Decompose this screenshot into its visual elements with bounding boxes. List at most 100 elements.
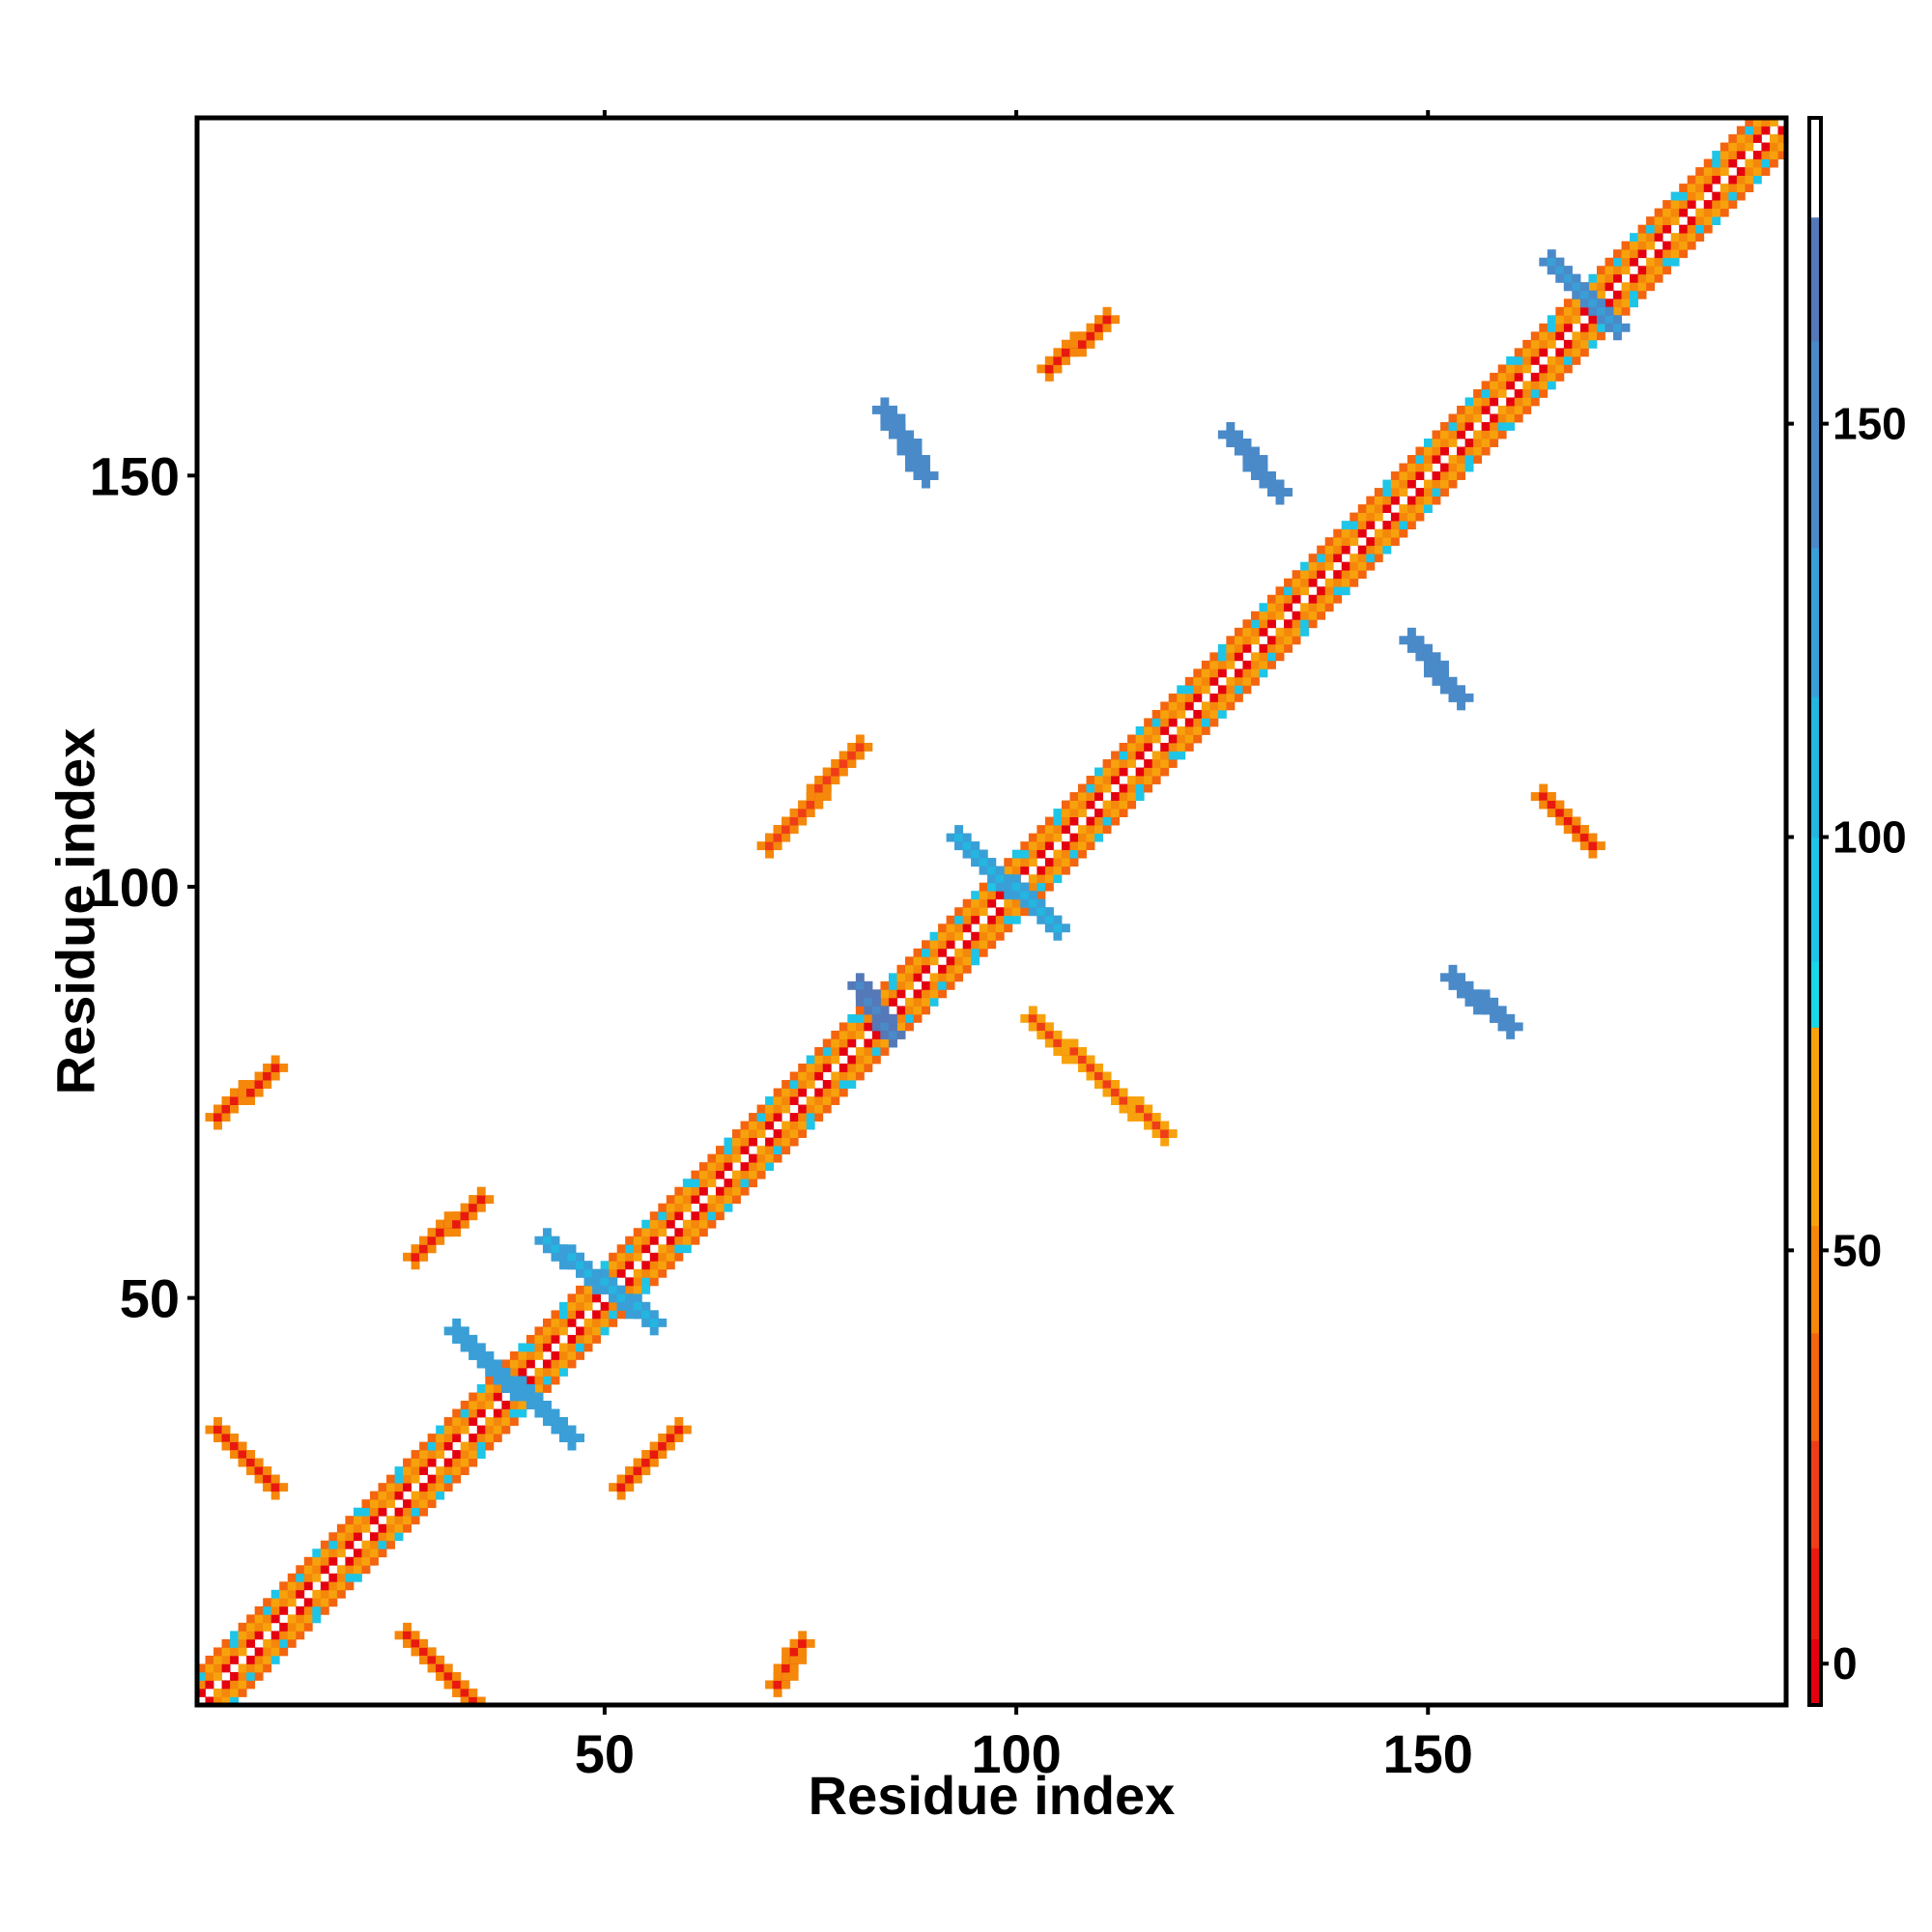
heatmap-cell (831, 1096, 840, 1105)
heatmap-cell (476, 1696, 486, 1706)
heatmap-cell (1160, 701, 1170, 711)
heatmap-cell (765, 1162, 775, 1172)
heatmap-cell (583, 1293, 593, 1303)
heatmap-cell (666, 1252, 675, 1262)
heatmap-cell (542, 1318, 552, 1327)
heatmap-cell (625, 1483, 635, 1492)
heatmap-cell (1588, 290, 1598, 299)
heatmap-cell (1069, 833, 1079, 842)
heatmap-cell (1457, 413, 1465, 423)
heatmap-cell (625, 1285, 635, 1294)
heatmap-cell (1267, 611, 1276, 620)
heatmap-cell (1111, 1080, 1121, 1089)
heatmap-cell (1144, 742, 1153, 752)
heatmap-cell (929, 980, 939, 990)
heatmap-cell (345, 1532, 355, 1542)
heatmap-cell (1374, 554, 1383, 563)
heatmap-cell (1497, 1006, 1507, 1015)
colorbar-tick-label: 100 (1833, 811, 1907, 862)
heatmap-cell (855, 734, 865, 744)
heatmap-cell (369, 1491, 379, 1500)
heatmap-cell (1745, 126, 1754, 135)
heatmap-cell (1506, 355, 1516, 365)
heatmap-cell (732, 1186, 741, 1196)
heatmap-cell (1555, 266, 1565, 275)
heatmap-cell (1530, 372, 1540, 382)
heatmap-cell (1530, 388, 1540, 398)
heatmap-cell (576, 1434, 584, 1442)
heatmap-cell (279, 1638, 289, 1648)
heatmap-cell (452, 1219, 462, 1229)
heatmap-cell (1539, 388, 1548, 398)
heatmap-cell (1308, 570, 1318, 580)
heatmap-cell (443, 1474, 453, 1484)
heatmap-cell (971, 891, 980, 900)
heatmap-cell (1490, 1006, 1499, 1015)
heatmap-cell (822, 1080, 832, 1089)
heatmap-cell (625, 1474, 635, 1484)
heatmap-cell (1530, 331, 1540, 341)
heatmap-cell (674, 1417, 684, 1426)
heatmap-cell (1341, 578, 1350, 587)
heatmap-cell (436, 1434, 445, 1442)
heatmap-cell (336, 1548, 346, 1558)
heatmap-cell (1490, 1013, 1499, 1023)
heatmap-cell (551, 1252, 560, 1262)
heatmap-cell (567, 1252, 577, 1262)
heatmap-cell (509, 1383, 519, 1393)
heatmap-cell (493, 1425, 502, 1435)
heatmap-cell (460, 1401, 469, 1409)
heatmap-cell (493, 1359, 502, 1369)
heatmap-cell (806, 809, 815, 817)
heatmap-cell (1605, 282, 1614, 292)
heatmap-cell (756, 1170, 766, 1179)
heatmap-cell (1357, 504, 1367, 514)
heatmap-cell (1069, 816, 1079, 826)
heatmap-cell (246, 1080, 256, 1089)
heatmap-cell (221, 1680, 231, 1690)
heatmap-cell (246, 1458, 256, 1467)
heatmap-cell (1028, 882, 1037, 892)
heatmap-cell (1390, 471, 1400, 480)
heatmap-cell (419, 1458, 429, 1467)
heatmap-cell (871, 989, 881, 999)
heatmap-cell (246, 1671, 256, 1681)
heatmap-cell (1111, 816, 1121, 826)
heatmap-cell (1481, 446, 1491, 456)
heatmap-cell (995, 907, 1005, 917)
heatmap-cell (419, 1655, 429, 1664)
plot-frame (194, 115, 1789, 1708)
heatmap-cell (1423, 660, 1433, 669)
heatmap-cell (1448, 430, 1458, 440)
heatmap-cell (559, 1301, 568, 1311)
heatmap-cell (1613, 298, 1622, 308)
heatmap-cell (781, 1137, 791, 1147)
heatmap-cell (658, 1261, 668, 1270)
heatmap-cell (1481, 1006, 1491, 1015)
heatmap-cell (246, 1614, 256, 1624)
heatmap-cell (1250, 611, 1260, 620)
heatmap-cell (1250, 668, 1260, 678)
heatmap-cell (707, 1170, 717, 1179)
heatmap-cell (476, 1350, 486, 1360)
heatmap-cell (246, 1622, 256, 1632)
heatmap-cell (559, 1244, 568, 1254)
heatmap-cell (1752, 158, 1762, 168)
heatmap-cell (649, 1450, 659, 1460)
heatmap-cell (328, 1598, 338, 1607)
heatmap-cell (1004, 923, 1013, 933)
heatmap-cell (1242, 619, 1252, 629)
heatmap-cell (1037, 891, 1046, 900)
heatmap-cell (781, 1146, 791, 1155)
heatmap-cell (806, 1121, 815, 1130)
heatmap-cell (1300, 561, 1310, 571)
heatmap-cell (443, 1228, 453, 1237)
heatmap-cell (427, 1499, 437, 1509)
heatmap-cell (476, 1343, 486, 1352)
heatmap-cell (1193, 685, 1203, 695)
heatmap-cell (1464, 693, 1474, 702)
heatmap-cell (592, 1293, 602, 1303)
heatmap-cell (378, 1523, 387, 1533)
heatmap-cell (781, 1655, 791, 1664)
heatmap-cell (1333, 537, 1343, 547)
